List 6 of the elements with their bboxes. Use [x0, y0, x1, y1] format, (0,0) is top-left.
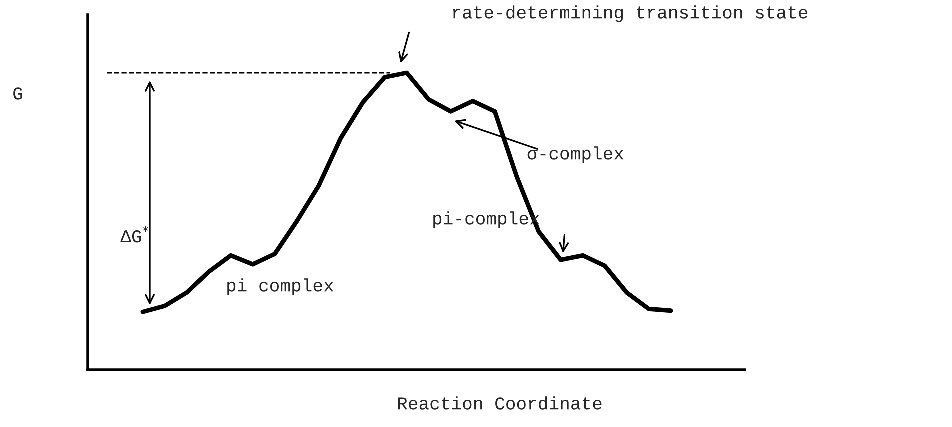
text: G	[14, 88, 22, 100]
x-axis-title: Reaction Coordinate	[398, 396, 602, 410]
annotation: ΔG$^{*}$	[120, 226, 148, 243]
text: rate-determining transition state	[453, 6, 808, 22]
annotation: σ-complex	[528, 146, 624, 164]
annotation: pi complex	[228, 278, 334, 296]
